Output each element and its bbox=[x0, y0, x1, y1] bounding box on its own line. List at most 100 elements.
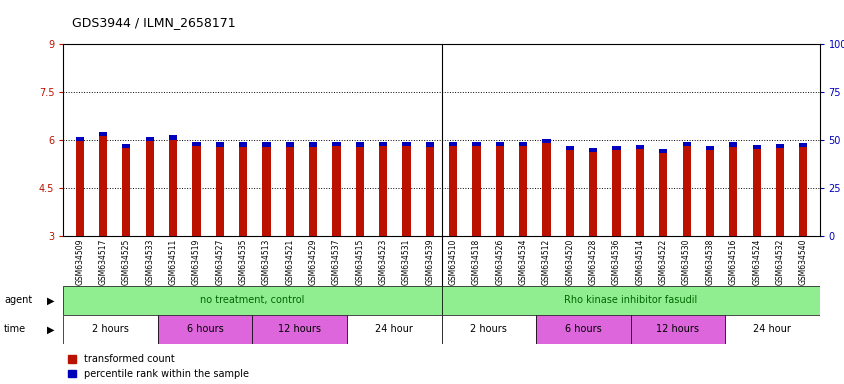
Text: GSM634522: GSM634522 bbox=[658, 239, 667, 285]
Bar bbox=[798, 143, 806, 147]
Bar bbox=[169, 139, 177, 236]
Bar bbox=[728, 147, 737, 236]
Text: GSM634509: GSM634509 bbox=[75, 239, 84, 285]
Text: no treatment, control: no treatment, control bbox=[200, 295, 305, 306]
Bar bbox=[145, 137, 154, 141]
Bar bbox=[309, 142, 316, 147]
Bar bbox=[99, 132, 107, 136]
Bar bbox=[332, 142, 340, 146]
Bar bbox=[192, 146, 200, 236]
Bar bbox=[705, 146, 713, 151]
Bar bbox=[402, 146, 410, 236]
Bar bbox=[239, 147, 247, 236]
Text: GSM634532: GSM634532 bbox=[775, 239, 783, 285]
Text: 6 hours: 6 hours bbox=[565, 324, 601, 334]
Bar bbox=[262, 147, 270, 236]
Bar bbox=[565, 146, 573, 151]
Text: 24 hour: 24 hour bbox=[375, 324, 413, 334]
Bar bbox=[145, 141, 154, 236]
Legend: transformed count, percentile rank within the sample: transformed count, percentile rank withi… bbox=[68, 354, 248, 379]
Text: GSM634523: GSM634523 bbox=[378, 239, 387, 285]
Bar bbox=[535, 315, 630, 344]
Text: GSM634520: GSM634520 bbox=[565, 239, 574, 285]
Text: GSM634516: GSM634516 bbox=[728, 239, 737, 285]
Bar bbox=[752, 145, 760, 149]
Text: Rho kinase inhibitor fasudil: Rho kinase inhibitor fasudil bbox=[563, 295, 696, 306]
Bar bbox=[215, 147, 224, 236]
Text: GSM634534: GSM634534 bbox=[518, 239, 528, 285]
Text: GSM634521: GSM634521 bbox=[285, 239, 294, 285]
Text: GSM634510: GSM634510 bbox=[448, 239, 457, 285]
Text: GSM634529: GSM634529 bbox=[308, 239, 317, 285]
Bar bbox=[441, 315, 535, 344]
Text: GSM634528: GSM634528 bbox=[588, 239, 597, 285]
Bar bbox=[122, 148, 130, 236]
Bar bbox=[285, 147, 294, 236]
Text: GSM634514: GSM634514 bbox=[635, 239, 644, 285]
Text: GSM634524: GSM634524 bbox=[751, 239, 760, 285]
Bar bbox=[158, 315, 252, 344]
Text: GSM634540: GSM634540 bbox=[798, 239, 807, 285]
Bar bbox=[76, 137, 84, 141]
Text: GSM634515: GSM634515 bbox=[354, 239, 364, 285]
Text: GSM634512: GSM634512 bbox=[541, 239, 550, 285]
Bar bbox=[472, 142, 480, 146]
Text: 12 hours: 12 hours bbox=[278, 324, 321, 334]
Text: GSM634518: GSM634518 bbox=[472, 239, 480, 285]
Bar bbox=[588, 148, 597, 152]
Bar bbox=[192, 142, 200, 146]
Bar bbox=[658, 149, 667, 153]
Bar bbox=[169, 136, 177, 139]
Text: GDS3944 / ILMN_2658171: GDS3944 / ILMN_2658171 bbox=[72, 16, 235, 29]
Text: ▶: ▶ bbox=[47, 295, 55, 306]
Text: GSM634535: GSM634535 bbox=[238, 239, 247, 285]
Text: time: time bbox=[4, 324, 26, 334]
Bar bbox=[347, 315, 441, 344]
Bar bbox=[728, 142, 737, 147]
Bar bbox=[612, 146, 620, 150]
Bar bbox=[355, 142, 364, 147]
Bar bbox=[122, 144, 130, 148]
Bar bbox=[379, 146, 387, 236]
Bar bbox=[99, 136, 107, 236]
Text: 6 hours: 6 hours bbox=[187, 324, 224, 334]
Text: GSM634511: GSM634511 bbox=[169, 239, 177, 285]
Text: 12 hours: 12 hours bbox=[656, 324, 699, 334]
Bar bbox=[775, 148, 783, 236]
Text: GSM634531: GSM634531 bbox=[402, 239, 410, 285]
Bar bbox=[425, 147, 434, 236]
Bar bbox=[332, 146, 340, 236]
Text: ▶: ▶ bbox=[47, 324, 55, 334]
Bar bbox=[76, 141, 84, 236]
Text: 2 hours: 2 hours bbox=[92, 324, 129, 334]
Bar bbox=[724, 315, 819, 344]
Text: agent: agent bbox=[4, 295, 32, 306]
Bar bbox=[402, 142, 410, 146]
Bar bbox=[612, 150, 620, 236]
Text: GSM634525: GSM634525 bbox=[122, 239, 131, 285]
Text: GSM634536: GSM634536 bbox=[611, 239, 620, 285]
Bar bbox=[441, 286, 819, 315]
Bar bbox=[542, 139, 550, 143]
Bar bbox=[379, 142, 387, 146]
Bar bbox=[495, 142, 503, 146]
Bar bbox=[518, 146, 527, 236]
Text: 2 hours: 2 hours bbox=[470, 324, 506, 334]
Bar bbox=[448, 146, 457, 236]
Bar bbox=[252, 315, 347, 344]
Bar bbox=[635, 149, 643, 236]
Text: GSM634538: GSM634538 bbox=[705, 239, 713, 285]
Bar bbox=[262, 142, 270, 147]
Text: GSM634537: GSM634537 bbox=[332, 239, 341, 285]
Bar bbox=[752, 149, 760, 236]
Bar bbox=[658, 153, 667, 236]
Text: GSM634519: GSM634519 bbox=[192, 239, 201, 285]
Bar bbox=[630, 315, 724, 344]
Bar bbox=[682, 142, 690, 146]
Bar bbox=[682, 146, 690, 236]
Text: GSM634527: GSM634527 bbox=[215, 239, 224, 285]
Bar bbox=[518, 142, 527, 146]
Bar bbox=[215, 142, 224, 147]
Bar bbox=[63, 286, 441, 315]
Bar bbox=[285, 142, 294, 147]
